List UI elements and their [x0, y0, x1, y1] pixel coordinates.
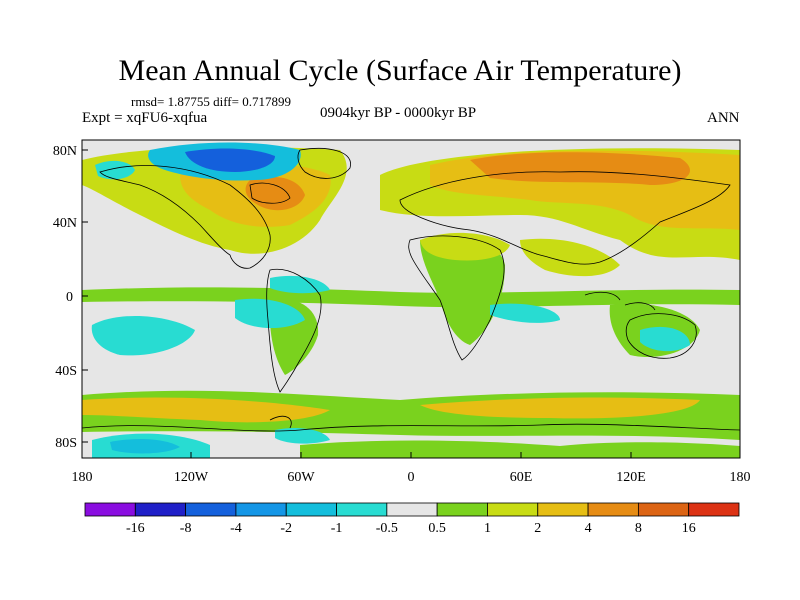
- season-label: ANN: [707, 110, 740, 126]
- coastline-north-america: [99, 165, 271, 269]
- field-greenland-cool: [95, 160, 135, 180]
- field-arctic-cold: [185, 148, 275, 172]
- colorbar-swatch: [285, 502, 337, 517]
- colorbar-label: 8: [635, 521, 642, 536]
- field-southern-ocean-warm: [82, 397, 330, 423]
- colorbar-swatch: [84, 502, 136, 517]
- map-ticks: [81, 149, 741, 458]
- colorbar-label: -0.5: [376, 521, 398, 536]
- field-antarctic-light: [300, 440, 740, 458]
- coastline-antarctica: [82, 423, 740, 432]
- lon-label: 60W: [287, 470, 315, 485]
- period-label: 0904kyr BP - 0000kyr BP: [320, 105, 477, 121]
- coastlines: [82, 148, 740, 432]
- colorbar-swatch: [185, 502, 237, 517]
- lat-label: 80N: [53, 144, 77, 159]
- colorbar-label: 16: [682, 521, 696, 536]
- coastline-antarctic-peninsula: [269, 415, 292, 429]
- colorbar-swatch: [637, 502, 690, 517]
- lon-label: 180: [730, 470, 751, 485]
- colorbar-label: -2: [280, 521, 292, 536]
- lon-label: 120W: [174, 470, 209, 485]
- colorbar-swatch: [235, 502, 287, 517]
- lat-label: 40N: [53, 216, 77, 231]
- coastline-eurasia: [399, 171, 731, 265]
- map-title: Mean Annual Cycle (Surface Air Temperatu…: [118, 54, 682, 87]
- field-siberia-hot: [470, 152, 690, 185]
- colorbar-swatch: [537, 502, 589, 517]
- field-africa-north: [420, 232, 510, 261]
- lon-label: 180: [72, 470, 93, 485]
- colorbar-swatch: [436, 502, 488, 517]
- lon-label: 60E: [510, 470, 533, 485]
- colorbar-swatch: [386, 502, 438, 517]
- colorbar-swatch: [134, 502, 187, 517]
- field-pacific-cool: [91, 315, 195, 356]
- field-australia-cool: [640, 326, 690, 352]
- lon-label: 120E: [616, 470, 646, 485]
- colorbar-swatch: [587, 502, 639, 517]
- colorbar-label: -8: [180, 521, 192, 536]
- field-southern-indian-warm: [420, 397, 700, 419]
- coastline-australia: [625, 313, 697, 359]
- experiment-label: Expt = xqFU6-xqfua: [82, 110, 208, 126]
- coastline-hudson-bay: [249, 182, 291, 204]
- colorbar-label: 0.5: [428, 521, 446, 536]
- rmsd-diff-stats: rmsd= 1.87755 diff= 0.717899: [131, 94, 291, 109]
- lat-label: 0: [66, 290, 73, 305]
- colorbar-label: -4: [230, 521, 242, 536]
- colorbar-swatch: [688, 502, 740, 517]
- colorbar-swatch: [487, 502, 539, 517]
- field-south-asia: [520, 238, 620, 277]
- coastline-africa: [408, 235, 505, 361]
- coastline-indonesia: [584, 291, 656, 311]
- field-antarctic-cool-east: [275, 428, 330, 444]
- field-africa: [420, 237, 505, 345]
- colorbar-label: -1: [331, 521, 343, 536]
- field-antarctic-cold: [110, 439, 180, 454]
- lat-label: 80S: [55, 436, 77, 451]
- longitude-labels: 180 120W 60W 0 60E 120E 180: [72, 470, 751, 485]
- colorbar-label: 2: [534, 521, 541, 536]
- latitude-labels: 80N 40N 0 40S 80S: [53, 144, 77, 451]
- colorbar: [84, 502, 740, 517]
- field-tropical-belt: [82, 287, 740, 308]
- field-atlantic-cool: [235, 298, 305, 329]
- lat-label: 40S: [55, 364, 77, 379]
- colorbar-label: 4: [585, 521, 592, 536]
- coastline-greenland: [297, 148, 351, 179]
- colorbar-labels: -16 -8 -4 -2 -1 -0.5 0.5 1 2 4 8 16: [126, 521, 696, 536]
- coastline-south-america: [266, 268, 322, 393]
- temperature-field: [82, 140, 740, 458]
- colorbar-swatch: [336, 502, 388, 517]
- colorbar-label: -16: [126, 521, 145, 536]
- field-indian-cool: [490, 303, 560, 323]
- colorbar-label: 1: [484, 521, 491, 536]
- lon-label: 0: [408, 470, 415, 485]
